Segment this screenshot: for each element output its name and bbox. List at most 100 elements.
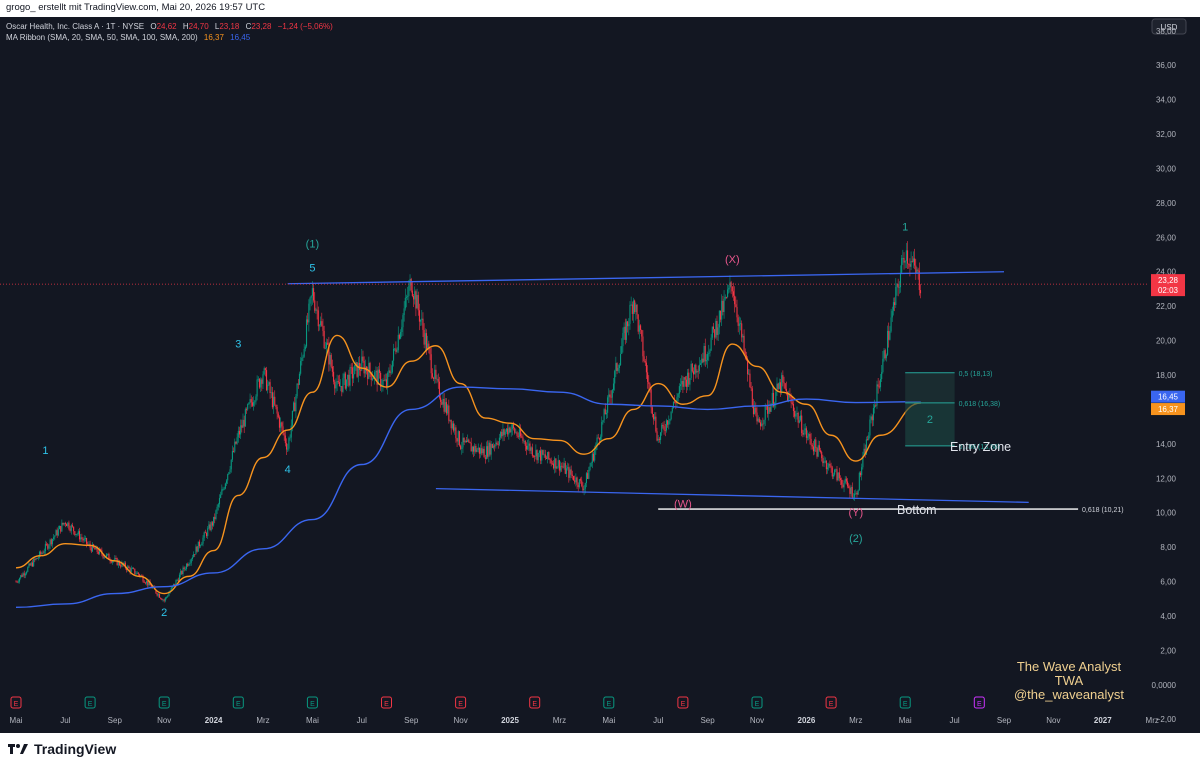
chart-credit: grogo_ erstellt mit TradingView.com, Mai… xyxy=(6,2,266,13)
candle-body xyxy=(898,287,900,289)
earnings-marker[interactable] xyxy=(677,696,689,709)
candle-body xyxy=(644,361,646,363)
candle-body xyxy=(155,589,157,594)
candle-body xyxy=(342,378,344,392)
earnings-marker-label: E xyxy=(310,701,315,708)
candle-body xyxy=(308,303,310,323)
candle-body xyxy=(298,373,301,385)
candle-body xyxy=(362,356,364,362)
candle-body xyxy=(778,382,780,389)
candle-body xyxy=(859,472,862,476)
currency-button[interactable] xyxy=(1151,18,1187,35)
earnings-marker[interactable] xyxy=(899,696,911,709)
candle-body xyxy=(24,573,26,576)
candle-body xyxy=(819,450,822,452)
candle-body xyxy=(518,429,520,437)
earnings-marker[interactable] xyxy=(232,696,244,709)
candle-body xyxy=(343,373,345,379)
candle-body xyxy=(442,398,444,405)
candle-body xyxy=(121,562,123,567)
candle-body xyxy=(465,440,468,443)
candle-body xyxy=(704,346,706,362)
candle-body xyxy=(909,264,911,267)
tradingview-logo[interactable]: TradingView xyxy=(8,741,116,757)
earnings-marker[interactable] xyxy=(158,696,170,709)
earnings-marker[interactable] xyxy=(10,696,22,709)
earnings-marker[interactable] xyxy=(973,696,985,709)
candle-body xyxy=(271,392,273,408)
earnings-marker[interactable] xyxy=(306,696,318,709)
candle-body xyxy=(830,465,832,468)
chart-area[interactable]: 0,5 (18,13) 0,618 (16,38) 0,786 (13,88) 0,6… xyxy=(0,17,1200,733)
earnings-marker[interactable] xyxy=(84,696,96,709)
earnings-marker[interactable] xyxy=(381,696,392,709)
candle-body xyxy=(767,405,769,414)
earnings-marker[interactable] xyxy=(603,696,615,709)
candle-body xyxy=(821,451,823,459)
earnings-marker[interactable] xyxy=(529,696,541,709)
candle-body xyxy=(699,363,702,365)
candle-body xyxy=(95,546,97,550)
moving-averages xyxy=(15,334,921,609)
candle-body xyxy=(759,422,762,427)
candle-body xyxy=(120,565,122,567)
candle-body xyxy=(570,469,572,475)
earnings-marker[interactable] xyxy=(751,696,763,709)
candle-body xyxy=(692,371,695,375)
candle-body xyxy=(374,372,376,379)
earnings-marker-label: E xyxy=(236,701,241,708)
candle-body xyxy=(456,438,458,442)
candle-body xyxy=(48,545,50,549)
candle-body xyxy=(798,420,800,423)
earnings-marker[interactable] xyxy=(825,696,837,709)
candle-body xyxy=(70,525,72,531)
candle-body xyxy=(427,343,429,350)
candle-body xyxy=(467,439,469,443)
trendline-0[interactable] xyxy=(287,271,1005,285)
y-tick-label: 36,00 xyxy=(1156,61,1177,70)
trendline-1[interactable] xyxy=(435,487,1029,504)
candle-body xyxy=(777,383,779,389)
ma-line-sma-200 xyxy=(15,386,921,609)
candle-body xyxy=(320,321,322,326)
candle-body xyxy=(782,375,784,383)
candle-body xyxy=(537,452,539,461)
ma-line-sma-20 xyxy=(15,334,921,595)
candle-body xyxy=(17,581,19,583)
candle-body xyxy=(658,438,660,440)
candle-body xyxy=(551,463,553,465)
candle-body xyxy=(164,597,166,601)
candle-body xyxy=(222,488,224,490)
currency-button-label: USD xyxy=(1161,23,1178,32)
candle-body xyxy=(108,553,110,560)
candle-body xyxy=(489,442,491,455)
candle-body xyxy=(190,559,192,563)
candle-body xyxy=(689,378,691,385)
candle-body xyxy=(854,493,856,498)
candle-body xyxy=(650,389,652,408)
candle-body xyxy=(488,442,490,457)
price-chart[interactable]: 0,5 (18,13) 0,618 (16,38) 0,786 (13,88) 0,6… xyxy=(0,17,1200,733)
wave-label: (W) xyxy=(674,499,692,511)
candle-body xyxy=(738,323,740,326)
earnings-marker[interactable] xyxy=(455,696,467,709)
ma-orange-tag-text: 16,37 xyxy=(1158,405,1179,414)
candle-body xyxy=(461,447,463,449)
candle-body xyxy=(628,323,630,327)
candle-body xyxy=(660,432,662,440)
candle-body xyxy=(178,574,181,581)
wave-label: (1) xyxy=(306,239,319,251)
candle-body xyxy=(398,334,400,339)
candle-body xyxy=(262,374,264,384)
candle-body xyxy=(739,323,742,325)
candle-body xyxy=(234,441,236,452)
candle-body xyxy=(229,469,231,473)
candle-body xyxy=(607,397,609,413)
candle-body xyxy=(552,463,555,469)
candle-body xyxy=(637,314,639,332)
candle-body xyxy=(57,529,59,536)
candle-body xyxy=(185,564,188,569)
candle-body xyxy=(451,423,453,429)
candle-body xyxy=(327,342,329,345)
candle-body xyxy=(825,460,827,470)
